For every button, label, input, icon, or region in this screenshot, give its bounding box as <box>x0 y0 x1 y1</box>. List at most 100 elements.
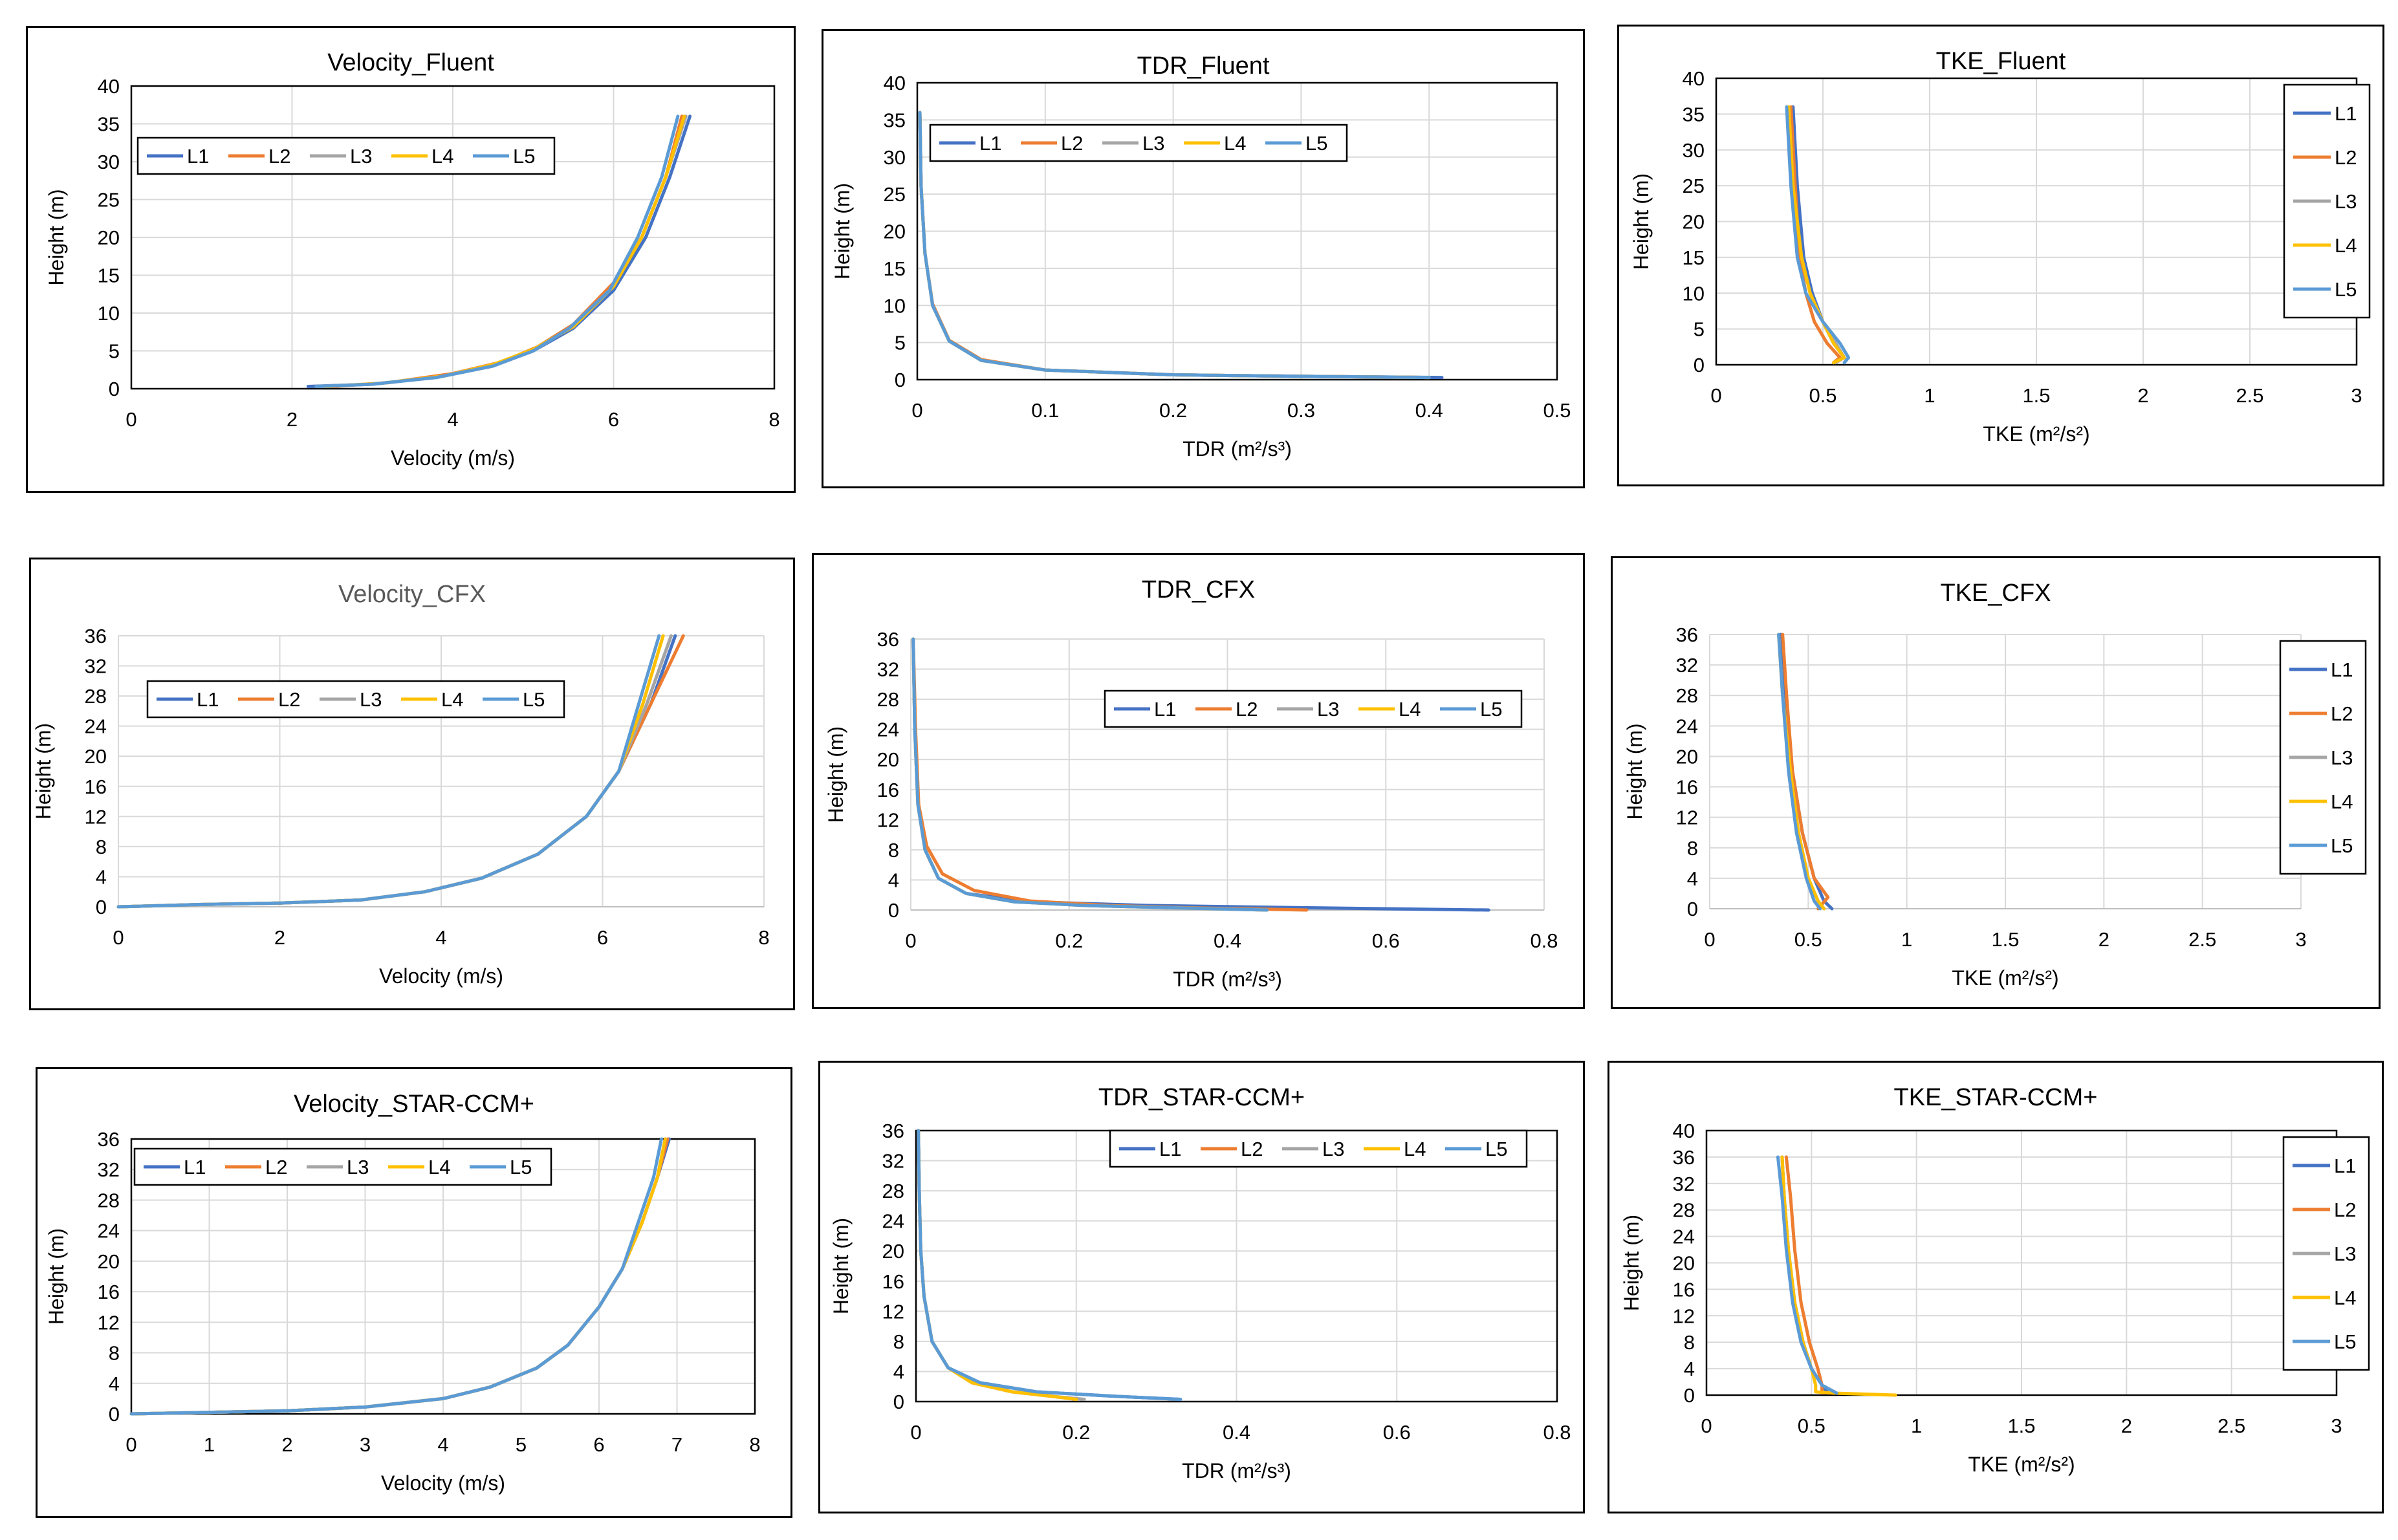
y-tick-label: 0 <box>109 1403 120 1426</box>
legend-label: L1 <box>1159 1138 1181 1160</box>
y-tick-label: 20 <box>882 1240 904 1263</box>
series-line-l5 <box>917 1129 1183 1401</box>
x-tick-label: 0.4 <box>1214 929 1241 952</box>
y-tick-label: 36 <box>877 628 899 651</box>
series-line-l5 <box>1777 633 1822 911</box>
x-tick-label: 0.6 <box>1383 1421 1411 1444</box>
x-tick-label: 1.5 <box>2007 1415 2035 1437</box>
y-tick-label: 16 <box>1673 1278 1695 1301</box>
series-line-l1 <box>917 1129 1183 1401</box>
y-tick-label: 40 <box>1673 1120 1695 1142</box>
x-tick-label: 6 <box>593 1433 604 1456</box>
legend-label: L4 <box>2335 234 2357 257</box>
y-tick-label: 16 <box>877 779 899 801</box>
x-tick-label: 0.5 <box>1794 928 1822 951</box>
y-tick-label: 36 <box>1673 1146 1695 1169</box>
legend-label: L2 <box>268 145 290 168</box>
y-tick-label: 5 <box>895 332 906 354</box>
series-line-l5 <box>1785 105 1851 365</box>
y-tick-label: 24 <box>98 1220 120 1242</box>
y-axis-title: Height (m) <box>829 1218 853 1314</box>
y-tick-label: 36 <box>1676 624 1698 646</box>
series-line-l5 <box>918 111 1431 380</box>
x-tick-label: 8 <box>749 1433 760 1456</box>
legend-label: L2 <box>2331 702 2353 725</box>
legend-label: L4 <box>1404 1138 1426 1160</box>
x-tick-label: 2 <box>2098 928 2109 951</box>
y-axis-title: Height (m) <box>831 183 854 279</box>
y-tick-label: 20 <box>884 221 906 243</box>
plot-frame <box>916 81 1558 381</box>
series-line-l5 <box>1776 1155 1838 1395</box>
legend-label: L5 <box>1480 698 1502 721</box>
plot-frame <box>130 1138 756 1415</box>
y-axis-title: Height (m) <box>45 1228 68 1325</box>
x-tick-label: 3 <box>2295 928 2306 951</box>
y-tick-label: 8 <box>893 1330 904 1353</box>
chart-title: TKE_Fluent <box>1936 48 2066 75</box>
x-tick-label: 4 <box>447 408 458 431</box>
x-tick-label: 8 <box>758 926 769 949</box>
x-tick-label: 1 <box>1911 1415 1922 1437</box>
x-tick-label: 0.5 <box>1543 399 1571 422</box>
chart-svg: TDR_Fluent 0 0.1 0.2 0.3 0.4 0.5 0 5 10 15 20 25 30 35… <box>831 52 1571 461</box>
legend-label: L5 <box>1485 1138 1507 1160</box>
chart-title: TKE_STAR-CCM+ <box>1894 1084 2098 1111</box>
legend-label: L1 <box>197 688 219 711</box>
y-tick-label: 30 <box>884 146 906 169</box>
x-tick-label: 2 <box>281 1433 292 1456</box>
y-tick-label: 28 <box>1676 684 1698 707</box>
y-tick-label: 20 <box>98 1250 120 1273</box>
y-tick-label: 35 <box>1683 103 1705 125</box>
y-tick-label: 0 <box>893 1391 904 1413</box>
legend-label: L5 <box>1305 132 1327 155</box>
x-tick-label: 6 <box>597 926 608 949</box>
legend-label: L5 <box>2334 1330 2356 1353</box>
legend-label: L1 <box>979 132 1001 155</box>
y-tick-label: 32 <box>1676 654 1698 677</box>
y-tick-label: 25 <box>98 189 120 211</box>
y-axis-title: Height (m) <box>32 723 55 819</box>
x-tick-label: 2.5 <box>2236 384 2263 407</box>
x-tick-label: 0.4 <box>1415 399 1443 422</box>
legend-label: L1 <box>1154 698 1176 721</box>
x-tick-label: 4 <box>437 1433 448 1456</box>
y-tick-label: 40 <box>1683 67 1705 90</box>
chart-svg: Velocity_Fluent 0 2 4 6 8 0 5 10 15 20 25 30 35 40 Velo… <box>45 49 780 470</box>
series-line-l1 <box>116 634 677 909</box>
chart-svg: TDR_CFX 0 0.2 0.4 0.6 0.8 0 4 8 12 16 20 24 28 32 36 TDR… <box>824 576 1558 991</box>
series-line-l5 <box>129 1137 663 1416</box>
y-tick-label: 15 <box>1683 246 1705 269</box>
legend-label: L3 <box>1142 132 1164 155</box>
legend-label: L5 <box>510 1156 532 1178</box>
x-tick-label: 1.5 <box>1991 928 2019 951</box>
legend-label: L1 <box>184 1156 206 1178</box>
y-tick-label: 32 <box>877 658 899 681</box>
chart-title: TKE_CFX <box>1940 580 2051 607</box>
x-axis-title: TKE (m²/s²) <box>1952 966 2058 990</box>
y-tick-label: 36 <box>85 625 107 647</box>
y-tick-label: 28 <box>85 685 107 708</box>
y-tick-label: 24 <box>882 1210 904 1233</box>
x-tick-label: 2.5 <box>2188 928 2216 951</box>
legend: L1 L2 L3 L4 L5 <box>1104 689 1523 728</box>
y-tick-label: 10 <box>98 302 120 325</box>
y-axis-title: Height (m) <box>1620 1215 1643 1311</box>
legend-label: L3 <box>2334 1242 2356 1265</box>
y-tick-label: 20 <box>1676 745 1698 768</box>
y-tick-label: 16 <box>1676 776 1698 799</box>
y-tick-label: 0 <box>895 369 906 391</box>
series-line-l4 <box>1787 105 1846 365</box>
legend-label: L2 <box>1061 132 1083 155</box>
x-tick-label: 0.8 <box>1543 1421 1571 1444</box>
legend-label: L4 <box>2331 790 2353 813</box>
y-tick-label: 32 <box>85 655 107 678</box>
y-tick-label: 28 <box>1673 1199 1695 1222</box>
legend-label: L1 <box>2331 658 2353 681</box>
y-tick-label: 32 <box>882 1150 904 1173</box>
legend-label: L2 <box>2335 146 2357 169</box>
y-tick-label: 4 <box>888 869 899 891</box>
legend-label: L2 <box>265 1156 287 1178</box>
y-tick-label: 32 <box>1673 1173 1695 1195</box>
chart-title: TDR_Fluent <box>1137 52 1270 80</box>
